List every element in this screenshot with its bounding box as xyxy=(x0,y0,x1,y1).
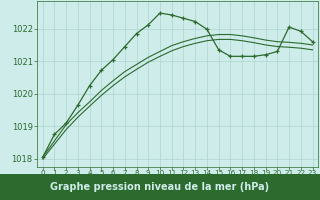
Text: Graphe pression niveau de la mer (hPa): Graphe pression niveau de la mer (hPa) xyxy=(51,182,269,192)
